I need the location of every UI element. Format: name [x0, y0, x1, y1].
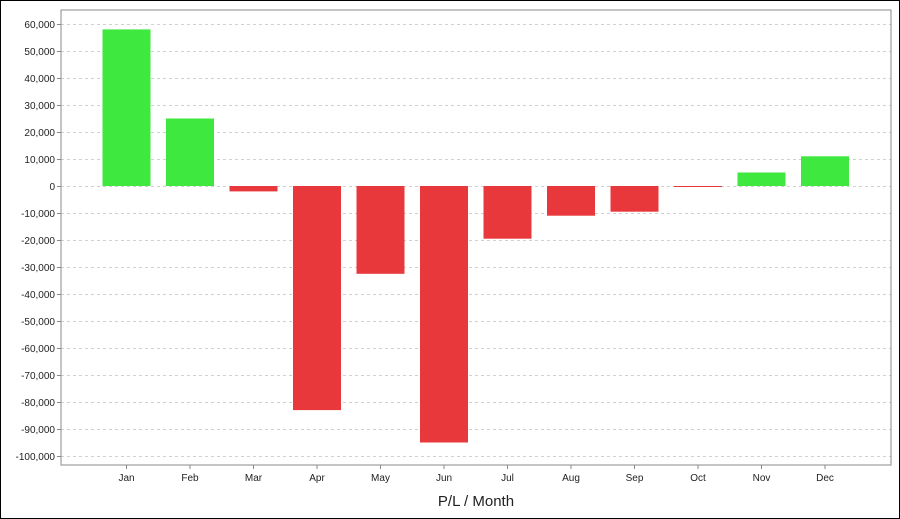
y-tick-label: -70,000	[21, 371, 55, 382]
x-tick-label: Oct	[690, 473, 706, 484]
bar-feb	[166, 118, 214, 186]
y-tick-label: -60,000	[21, 344, 55, 355]
x-tick-labels: Jan Feb Mar Apr May Jun Jul Aug Sep Oct Nov Dec	[118, 473, 833, 484]
grid-lines	[61, 24, 891, 457]
x-tick-label: Apr	[309, 473, 325, 484]
bar-jul	[483, 186, 532, 239]
x-tick-label: Dec	[816, 473, 834, 484]
y-tick-label: -30,000	[21, 263, 55, 274]
y-tick-label: -100,000	[16, 452, 56, 463]
y-tick-label: 50,000	[24, 47, 55, 58]
y-tick-label: -50,000	[21, 317, 55, 328]
bar-sep	[610, 186, 659, 212]
y-tick-label: 10,000	[24, 155, 55, 166]
bar-may	[356, 186, 405, 274]
bar-jun	[420, 186, 468, 443]
axes	[57, 9, 892, 469]
y-tick-label: -20,000	[21, 236, 55, 247]
bar-aug	[547, 186, 595, 216]
y-tick-labels: 60,000 50,000 40,000 30,000 20,000 10,000 0 -10…	[16, 20, 56, 463]
x-tick-label: Nov	[753, 473, 771, 484]
y-tick-label: -40,000	[21, 290, 55, 301]
y-tick-label: 40,000	[24, 74, 55, 85]
y-tick-label: 60,000	[24, 20, 55, 31]
x-tick-label: May	[371, 473, 390, 484]
bar-dec	[801, 156, 849, 186]
y-tick-label: 0	[49, 182, 55, 193]
x-tick-label: Jun	[436, 473, 452, 484]
y-tick-label: 30,000	[24, 101, 55, 112]
bar-oct	[674, 186, 722, 187]
x-tick-label: Feb	[181, 473, 199, 484]
plot-border	[60, 9, 892, 466]
x-tick-label: Aug	[562, 473, 580, 484]
y-tick-label: 20,000	[24, 128, 55, 139]
y-tick-label: -90,000	[21, 425, 55, 436]
bar-apr	[293, 186, 341, 411]
x-axis-label: P/L / Month	[438, 493, 514, 510]
y-tick-label: -80,000	[21, 398, 55, 409]
bar-jan	[102, 29, 151, 187]
bars	[102, 29, 849, 443]
x-tick-label: Jan	[118, 473, 134, 484]
bar-nov	[737, 172, 786, 186]
x-tick-label: Mar	[245, 473, 263, 484]
x-tick-label: Sep	[626, 473, 644, 484]
x-tick-label: Jul	[501, 473, 514, 484]
y-tick-label: -10,000	[21, 209, 55, 220]
bar-mar	[229, 186, 278, 192]
